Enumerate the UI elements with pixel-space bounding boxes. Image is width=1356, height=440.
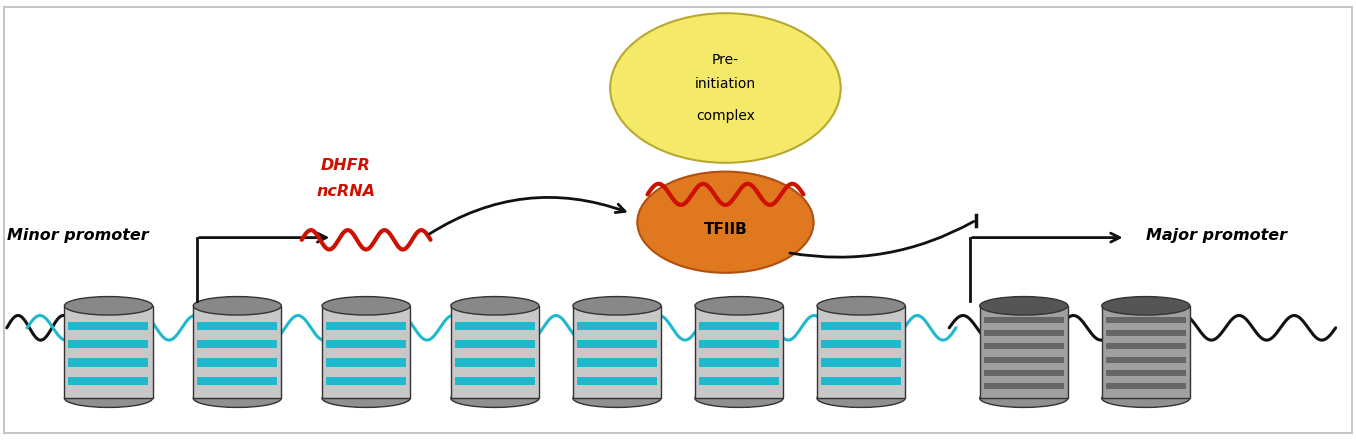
Bar xyxy=(1106,330,1185,336)
Bar xyxy=(68,322,149,330)
Bar xyxy=(1106,383,1185,389)
Bar xyxy=(1106,317,1185,323)
Bar xyxy=(327,340,407,348)
Ellipse shape xyxy=(816,297,906,315)
Bar xyxy=(984,356,1064,363)
Ellipse shape xyxy=(694,297,784,315)
Bar xyxy=(64,306,152,398)
Text: initiation: initiation xyxy=(694,77,757,91)
Bar xyxy=(1106,343,1185,349)
Ellipse shape xyxy=(979,389,1067,407)
Bar xyxy=(576,340,656,348)
Bar xyxy=(1106,356,1185,363)
Text: TFIIB: TFIIB xyxy=(704,222,747,237)
Ellipse shape xyxy=(610,13,841,163)
Bar xyxy=(822,377,902,385)
Bar xyxy=(700,340,780,348)
Bar xyxy=(456,340,534,348)
Text: DHFR: DHFR xyxy=(321,158,370,172)
Ellipse shape xyxy=(323,389,411,407)
Ellipse shape xyxy=(64,389,152,407)
Bar xyxy=(68,359,149,367)
Bar xyxy=(68,340,149,348)
Bar xyxy=(979,306,1069,398)
Ellipse shape xyxy=(694,389,784,407)
Bar xyxy=(700,359,780,367)
Bar xyxy=(696,306,784,398)
Bar xyxy=(193,306,282,398)
Bar xyxy=(198,377,277,385)
Ellipse shape xyxy=(450,389,538,407)
Bar xyxy=(1106,370,1185,376)
Text: complex: complex xyxy=(696,110,755,124)
Bar xyxy=(984,383,1064,389)
Bar xyxy=(456,377,534,385)
Bar xyxy=(984,317,1064,323)
Bar xyxy=(1101,306,1191,398)
Bar xyxy=(327,322,407,330)
Bar xyxy=(327,359,407,367)
Text: Major promoter: Major promoter xyxy=(1146,228,1287,243)
Text: ncRNA: ncRNA xyxy=(316,184,376,199)
Bar xyxy=(700,322,780,330)
Ellipse shape xyxy=(572,297,662,315)
Ellipse shape xyxy=(979,297,1067,315)
Bar xyxy=(984,330,1064,336)
Bar xyxy=(822,322,902,330)
Bar xyxy=(816,306,904,398)
Bar xyxy=(450,306,538,398)
Ellipse shape xyxy=(637,172,814,273)
Bar xyxy=(822,340,902,348)
Ellipse shape xyxy=(323,297,411,315)
Bar xyxy=(68,377,149,385)
Bar xyxy=(984,343,1064,349)
Bar xyxy=(576,322,656,330)
Ellipse shape xyxy=(816,389,906,407)
Ellipse shape xyxy=(64,297,152,315)
Text: Pre-: Pre- xyxy=(712,52,739,66)
Bar xyxy=(456,359,534,367)
Ellipse shape xyxy=(450,297,538,315)
Bar xyxy=(456,322,534,330)
Bar xyxy=(576,359,656,367)
Ellipse shape xyxy=(572,389,662,407)
Ellipse shape xyxy=(1101,297,1191,315)
Bar xyxy=(323,306,410,398)
Bar xyxy=(984,370,1064,376)
Bar xyxy=(700,377,780,385)
Bar xyxy=(327,377,407,385)
Bar xyxy=(822,359,902,367)
Bar xyxy=(198,340,277,348)
Ellipse shape xyxy=(193,389,282,407)
Bar xyxy=(572,306,660,398)
Bar xyxy=(198,322,277,330)
Ellipse shape xyxy=(193,297,282,315)
Text: Minor promoter: Minor promoter xyxy=(7,228,148,243)
Ellipse shape xyxy=(1101,389,1191,407)
Bar xyxy=(576,377,656,385)
Bar xyxy=(198,359,277,367)
FancyBboxPatch shape xyxy=(4,7,1352,433)
